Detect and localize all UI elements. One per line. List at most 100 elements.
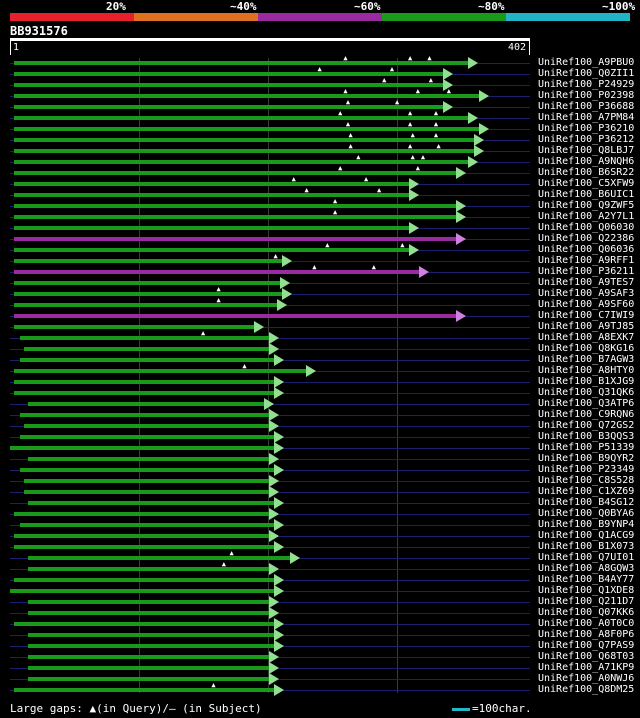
hit-label[interactable]: UniRef100_B1XJG9	[538, 376, 635, 387]
hit-bar[interactable]	[28, 501, 277, 505]
hit-row[interactable]: ▲ UniRef100_A8HTY0	[0, 363, 640, 377]
hit-bar[interactable]	[24, 424, 272, 428]
hit-row[interactable]: UniRef100_B4SG12	[0, 497, 640, 509]
hit-row[interactable]: UniRef100_Q06030	[0, 222, 640, 234]
hit-bar[interactable]	[13, 237, 458, 241]
hit-label[interactable]: UniRef100_A2Y7L1	[538, 211, 635, 222]
hit-row[interactable]: UniRef100_Q22386	[0, 233, 640, 245]
hit-bar[interactable]	[28, 556, 292, 560]
hit-label[interactable]: UniRef100_Q0BYA6	[538, 508, 635, 519]
hit-bar[interactable]	[13, 226, 411, 230]
hit-bar[interactable]	[20, 468, 277, 472]
hit-bar[interactable]	[13, 380, 277, 384]
hit-bar[interactable]	[13, 61, 471, 65]
hit-label[interactable]: UniRef100_B9YNP4	[538, 519, 635, 530]
hit-row[interactable]: UniRef100_B3QQS3	[0, 431, 640, 443]
hit-label[interactable]: UniRef100_P36211	[538, 266, 635, 277]
hit-bar[interactable]	[13, 94, 481, 98]
hit-label[interactable]: UniRef100_Q06036	[538, 244, 635, 255]
hit-row[interactable]: ▲ ▲ UniRef100_Q06036	[0, 242, 640, 256]
hit-label[interactable]: UniRef100_A9TES7	[538, 277, 635, 288]
hit-row[interactable]: UniRef100_Q68T03	[0, 651, 640, 663]
hit-label[interactable]: UniRef100_A8F0P6	[538, 629, 635, 640]
hit-row[interactable]: ▲ ▲ ▲ UniRef100_A9NQH6	[0, 154, 640, 168]
hit-label[interactable]: UniRef100_Q07KK6	[538, 607, 635, 618]
hit-row[interactable]: ▲ ▲ UniRef100_B6UIC1	[0, 187, 640, 201]
hit-row[interactable]: UniRef100_C1XZ69	[0, 486, 640, 498]
hit-row[interactable]: UniRef100_Q1XDE8	[0, 585, 640, 597]
hit-row[interactable]: UniRef100_B9YNP4	[0, 519, 640, 531]
hit-row[interactable]: ▲ UniRef100_Q7UI01	[0, 550, 640, 564]
hit-row[interactable]: UniRef100_P51339	[0, 442, 640, 454]
hit-row[interactable]: ▲ UniRef100_A8GQW3	[0, 561, 640, 575]
hit-bar[interactable]	[28, 666, 272, 670]
hit-label[interactable]: UniRef100_Q68T03	[538, 651, 635, 662]
hit-label[interactable]: UniRef100_P36210	[538, 123, 635, 134]
hit-bar[interactable]	[13, 512, 272, 516]
hit-bar[interactable]	[13, 138, 476, 142]
hit-label[interactable]: UniRef100_A9TJ85	[538, 321, 635, 332]
hit-label[interactable]: UniRef100_A9NQH6	[538, 156, 635, 167]
hit-row[interactable]: ▲ ▲ ▲ UniRef100_P02398	[0, 88, 640, 102]
hit-bar[interactable]	[13, 270, 422, 274]
hit-bar[interactable]	[13, 204, 458, 208]
hit-label[interactable]: UniRef100_B6UIC1	[538, 189, 635, 200]
hit-label[interactable]: UniRef100_P36688	[538, 101, 635, 112]
hit-label[interactable]: UniRef100_B6SR22	[538, 167, 635, 178]
hit-bar[interactable]	[13, 688, 277, 692]
hit-label[interactable]: UniRef100_Q0ZII1	[538, 68, 635, 79]
hit-bar[interactable]	[20, 336, 272, 340]
hit-row[interactable]: ▲ UniRef100_A9RFF1	[0, 253, 640, 267]
hit-bar[interactable]	[24, 490, 272, 494]
hit-label[interactable]: UniRef100_Q1ACG9	[538, 530, 635, 541]
hit-label[interactable]: UniRef100_A71KP9	[538, 662, 635, 673]
hit-label[interactable]: UniRef100_A0T0C0	[538, 618, 635, 629]
hit-label[interactable]: UniRef100_C9RQN6	[538, 409, 635, 420]
hit-row[interactable]: UniRef100_Q72GS2	[0, 420, 640, 432]
hit-label[interactable]: UniRef100_Q7UI01	[538, 552, 635, 563]
hit-bar[interactable]	[10, 446, 277, 450]
hit-bar[interactable]	[20, 523, 277, 527]
hit-label[interactable]: UniRef100_B4SG12	[538, 497, 635, 508]
hit-label[interactable]: UniRef100_Q9ZWF5	[538, 200, 635, 211]
hit-row[interactable]: ▲ ▲ UniRef100_C5XFW9	[0, 176, 640, 190]
hit-row[interactable]: ▲ ▲ UniRef100_P36211	[0, 264, 640, 278]
hit-label[interactable]: UniRef100_Q22386	[538, 233, 635, 244]
hit-label[interactable]: UniRef100_Q31QK6	[538, 387, 635, 398]
hit-label[interactable]: UniRef100_Q06030	[538, 222, 635, 233]
hit-bar[interactable]	[20, 435, 277, 439]
hit-row[interactable]: ▲ UniRef100_A9SF60	[0, 297, 640, 311]
hit-row[interactable]: UniRef100_Q31QK6	[0, 387, 640, 399]
hit-row[interactable]: UniRef100_Q7PAS9	[0, 640, 640, 652]
hit-bar[interactable]	[13, 160, 471, 164]
hit-label[interactable]: UniRef100_C5XFW9	[538, 178, 635, 189]
hit-bar[interactable]	[13, 215, 458, 219]
hit-label[interactable]: UniRef100_Q8KG16	[538, 343, 635, 354]
hit-bar[interactable]	[24, 479, 272, 483]
hit-bar[interactable]	[28, 457, 272, 461]
hit-row[interactable]: ▲ UniRef100_Q8DM25	[0, 682, 640, 696]
hit-label[interactable]: UniRef100_P23349	[538, 464, 635, 475]
hit-bar[interactable]	[13, 193, 411, 197]
hit-bar[interactable]	[13, 149, 476, 153]
hit-bar[interactable]	[13, 292, 285, 296]
hit-bar[interactable]	[20, 358, 277, 362]
hit-bar[interactable]	[28, 567, 272, 571]
hit-label[interactable]: UniRef100_A8HTY0	[538, 365, 635, 376]
hit-bar[interactable]	[10, 589, 277, 593]
hit-row[interactable]: ▲ UniRef100_A2Y7L1	[0, 209, 640, 223]
hit-label[interactable]: UniRef100_Q7PAS9	[538, 640, 635, 651]
hit-row[interactable]: UniRef100_A9TES7	[0, 277, 640, 289]
hit-row[interactable]: UniRef100_B1X073	[0, 541, 640, 553]
hit-bar[interactable]	[13, 622, 277, 626]
hit-row[interactable]: UniRef100_Q1ACG9	[0, 530, 640, 542]
hit-row[interactable]: ▲ ▲ ▲ UniRef100_A7PM84	[0, 110, 640, 124]
hit-row[interactable]: ▲ ▲ UniRef100_Q0ZII1	[0, 66, 640, 80]
hit-row[interactable]: UniRef100_A9TJ85	[0, 321, 640, 333]
hit-bar[interactable]	[13, 171, 458, 175]
hit-label[interactable]: UniRef100_A9SAF3	[538, 288, 635, 299]
hit-row[interactable]: ▲ ▲ ▲ UniRef100_A9PBU0	[0, 55, 640, 69]
hit-bar[interactable]	[13, 72, 445, 76]
hit-label[interactable]: UniRef100_P02398	[538, 90, 635, 101]
hit-row[interactable]: ▲ ▲ ▲ UniRef100_Q8LBJ7	[0, 143, 640, 157]
